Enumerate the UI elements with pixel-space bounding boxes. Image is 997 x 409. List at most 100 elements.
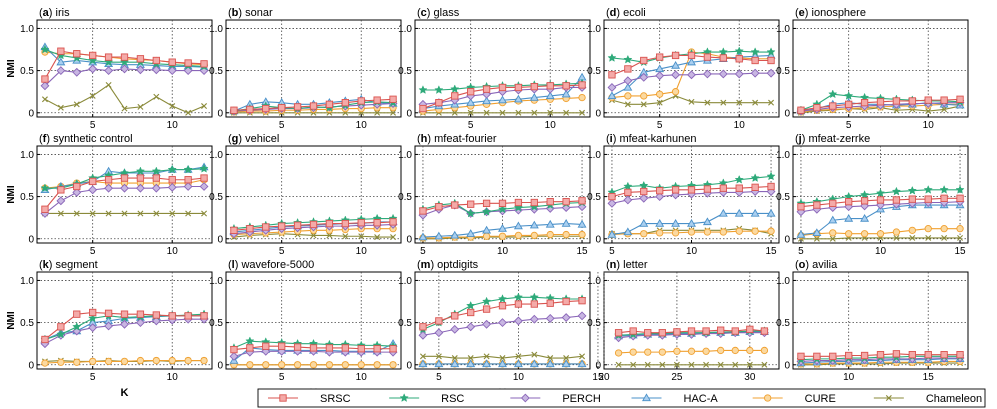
data-point (644, 361, 651, 368)
data-point (608, 71, 616, 79)
data-point (57, 47, 65, 55)
y-tick-label: 0.5 (398, 66, 412, 77)
data-point (813, 201, 821, 209)
x-tick-label: 5 (279, 246, 285, 257)
data-point (120, 64, 129, 74)
data-point (89, 308, 97, 317)
data-point (153, 93, 160, 100)
y-tick-label: 0.5 (209, 66, 223, 77)
legend-item-rsc: RSC (389, 393, 464, 405)
x-tick-label: 20 (598, 372, 610, 383)
data-point (671, 70, 681, 80)
data-point (797, 352, 805, 360)
data-point (892, 196, 901, 204)
data-point (245, 336, 255, 346)
y-tick-label: 0.5 (398, 192, 412, 203)
data-point (829, 235, 836, 242)
data-point (466, 98, 476, 106)
x-tick-label: 10 (734, 120, 746, 131)
y-tick-label: 0.5 (776, 318, 790, 329)
data-point (40, 44, 50, 54)
data-point (262, 361, 270, 369)
data-point (41, 96, 48, 103)
data-point (673, 347, 681, 355)
data-point (530, 300, 538, 308)
data-point (104, 357, 113, 366)
data-point (639, 193, 649, 203)
data-point (168, 176, 176, 184)
data-point (467, 355, 474, 362)
data-point (766, 47, 776, 56)
data-point (844, 91, 854, 100)
data-point (940, 351, 948, 359)
y-axis-label: NMI (6, 311, 17, 330)
data-point (924, 351, 932, 359)
data-point (105, 81, 112, 88)
data-point (563, 355, 570, 362)
data-point (941, 234, 948, 241)
data-point (389, 218, 397, 226)
data-point (766, 171, 776, 181)
data-point (104, 321, 114, 331)
data-point (72, 67, 82, 77)
data-point (891, 186, 902, 196)
x-tick-label: 15 (576, 246, 588, 257)
data-point (908, 97, 916, 105)
data-point (467, 308, 475, 317)
x-tick-label: 5 (798, 246, 804, 257)
data-point (246, 105, 254, 114)
data-point (734, 174, 744, 184)
data-point (640, 92, 648, 100)
data-point (829, 102, 837, 110)
data-point (893, 234, 900, 241)
legend-item-srsc: SRSC (268, 393, 351, 405)
data-point (183, 182, 193, 191)
data-point (121, 105, 128, 112)
data-point (390, 234, 397, 241)
data-point (89, 210, 96, 217)
x-tick-label: 5 (436, 372, 442, 383)
data-point (767, 227, 775, 235)
data-point (892, 228, 901, 236)
data-point (731, 346, 739, 355)
series-chameleon (615, 361, 768, 368)
legend-item-hac-a: HAC-A (631, 393, 719, 405)
legend-label: RSC (441, 393, 464, 405)
panel-title: (k) segment (39, 259, 98, 271)
panel-b: 5 10 0 0.5 1.0 (b) sonar (209, 7, 402, 131)
series-perch (40, 314, 209, 349)
data-point (561, 313, 571, 322)
panel-n: 20 25 30 0 0.5 1.0 (n) letter (587, 259, 780, 383)
plot-frame (603, 19, 780, 118)
data-point (624, 92, 632, 100)
panel-i: 5 10 15 0 0.5 1.0 (i) mfeat-karhunen (587, 133, 780, 257)
data-point (57, 210, 64, 217)
data-point (72, 321, 82, 331)
legend-label: HAC-A (684, 393, 719, 405)
legend-marker (399, 393, 409, 402)
data-point (562, 297, 570, 306)
y-tick-label: 1.0 (398, 24, 412, 35)
x-tick-label: 10 (167, 120, 179, 131)
data-point (658, 329, 666, 337)
data-point (120, 310, 129, 318)
panel-title: (o) avilia (795, 259, 838, 271)
data-point (688, 98, 695, 105)
data-point (640, 56, 648, 65)
data-point (499, 109, 506, 116)
data-point (88, 313, 98, 323)
y-tick-label: 0 (595, 234, 601, 245)
data-point (860, 99, 869, 107)
x-tick-label: 10 (167, 246, 179, 257)
data-point (732, 361, 739, 368)
data-point (529, 314, 539, 324)
data-point (750, 173, 760, 182)
data-point (940, 225, 948, 233)
data-point (41, 205, 49, 213)
series-cure (41, 356, 208, 367)
data-point (136, 310, 145, 318)
data-point (229, 351, 239, 361)
data-point (529, 93, 539, 101)
data-point (183, 66, 193, 76)
data-point (341, 219, 349, 228)
